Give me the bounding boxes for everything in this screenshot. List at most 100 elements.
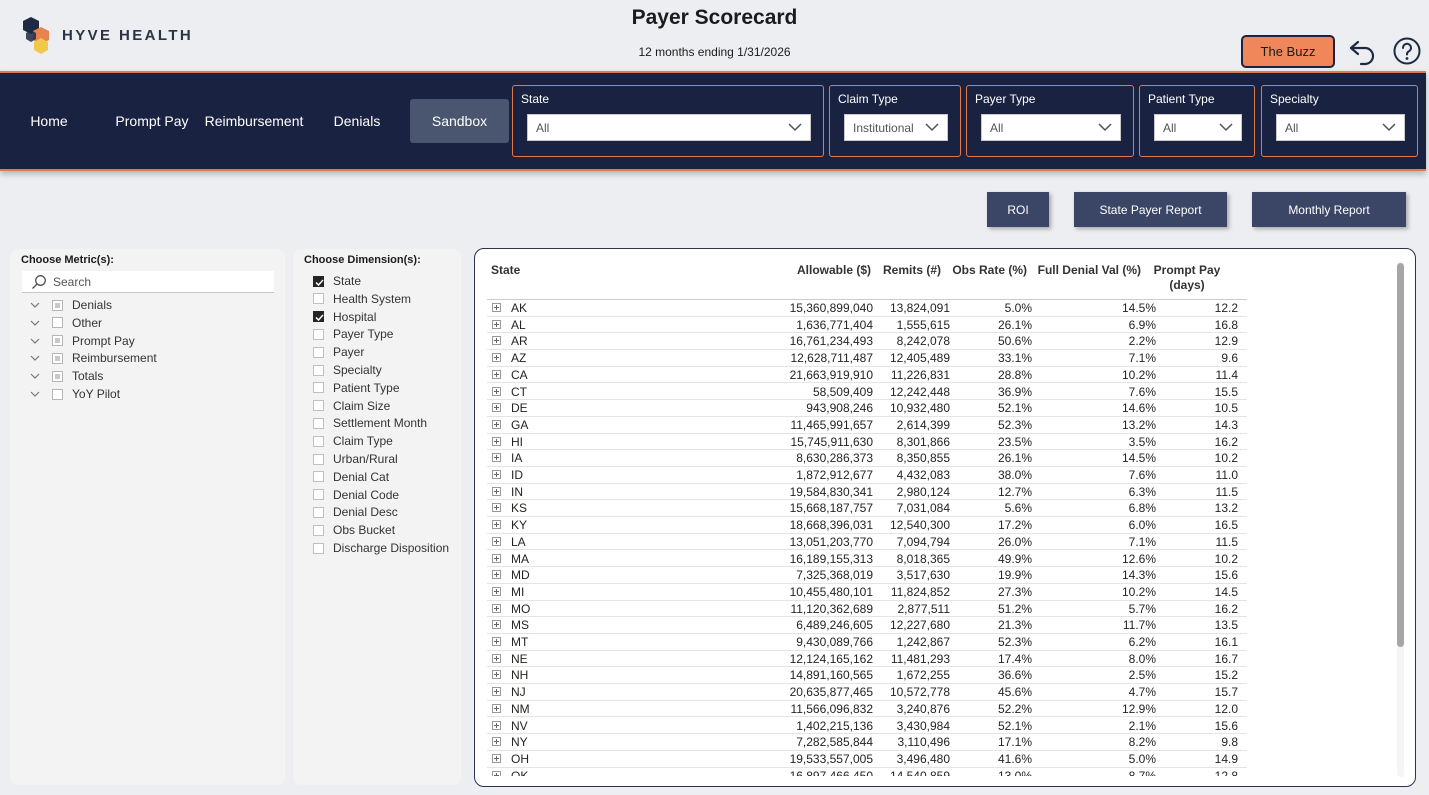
chevron-down-icon[interactable]	[30, 354, 40, 362]
expand-plus-icon[interactable]	[492, 419, 501, 429]
state-payer-report-button[interactable]: State Payer Report	[1074, 192, 1227, 227]
dimension-item[interactable]: Payer	[313, 344, 364, 360]
dimension-checkbox[interactable]	[313, 311, 324, 323]
dimension-item[interactable]: Health System	[313, 291, 411, 307]
expand-plus-icon[interactable]	[492, 319, 501, 329]
nav-sandbox[interactable]: Sandbox	[410, 99, 509, 143]
expand-plus-icon[interactable]	[492, 336, 501, 346]
nav-prompt-pay[interactable]: Prompt Pay	[115, 113, 189, 129]
state-dropdown[interactable]: All	[527, 114, 811, 141]
nav-denials[interactable]: Denials	[333, 113, 381, 129]
metric-checkbox[interactable]	[52, 370, 63, 382]
dimension-item[interactable]: State	[313, 273, 361, 289]
expand-plus-icon[interactable]	[492, 737, 501, 747]
payer-type-dropdown[interactable]: All	[981, 114, 1121, 141]
dimension-checkbox[interactable]	[313, 346, 324, 358]
expand-plus-icon[interactable]	[492, 586, 501, 596]
expand-plus-icon[interactable]	[492, 486, 501, 496]
expand-plus-icon[interactable]	[492, 453, 501, 463]
dimension-checkbox[interactable]	[313, 275, 324, 287]
help-icon[interactable]	[1392, 36, 1422, 66]
metric-search-input[interactable]: Search	[22, 271, 274, 293]
expand-plus-icon[interactable]	[492, 386, 501, 396]
dimension-checkbox[interactable]	[313, 328, 324, 340]
dimension-checkbox[interactable]	[313, 471, 324, 483]
dimension-item[interactable]: Patient Type	[313, 380, 400, 396]
dimension-checkbox[interactable]	[313, 417, 324, 429]
col-header-state[interactable]: State	[491, 263, 521, 277]
claim-type-dropdown[interactable]: Institutional	[844, 114, 948, 141]
dimension-checkbox[interactable]	[313, 524, 324, 536]
metric-item[interactable]: YoY Pilot	[30, 386, 120, 402]
expand-plus-icon[interactable]	[492, 670, 501, 680]
metric-item[interactable]: Other	[30, 315, 102, 331]
metric-checkbox[interactable]	[52, 352, 63, 364]
chevron-down-icon[interactable]	[30, 372, 40, 380]
dimension-item[interactable]: Settlement Month	[313, 415, 427, 431]
dimension-item[interactable]: Denial Desc	[313, 504, 398, 520]
dimension-checkbox[interactable]	[313, 293, 324, 305]
dimension-checkbox[interactable]	[313, 400, 324, 412]
specialty-dropdown[interactable]: All	[1276, 114, 1405, 141]
metric-item[interactable]: Totals	[30, 368, 103, 384]
expand-plus-icon[interactable]	[492, 403, 501, 413]
dimension-item[interactable]: Specialty	[313, 362, 382, 378]
col-header-remits[interactable]: Remits (#)	[882, 263, 941, 277]
chevron-down-icon[interactable]	[30, 301, 40, 309]
nav-home[interactable]: Home	[30, 113, 68, 129]
expand-plus-icon[interactable]	[492, 653, 501, 663]
expand-plus-icon[interactable]	[492, 703, 501, 713]
expand-plus-icon[interactable]	[492, 520, 501, 530]
dimension-item[interactable]: Payer Type	[313, 326, 393, 342]
scrollbar-thumb[interactable]	[1397, 263, 1404, 647]
expand-plus-icon[interactable]	[492, 620, 501, 630]
monthly-report-button[interactable]: Monthly Report	[1252, 192, 1406, 227]
col-header-obs-rate[interactable]: Obs Rate (%)	[952, 263, 1027, 277]
metric-checkbox[interactable]	[52, 388, 63, 400]
expand-plus-icon[interactable]	[492, 637, 501, 646]
dimension-checkbox[interactable]	[313, 489, 324, 501]
expand-plus-icon[interactable]	[492, 770, 501, 776]
metric-item[interactable]: Prompt Pay	[30, 333, 135, 349]
metric-item[interactable]: Reimbursement	[30, 350, 157, 366]
metric-checkbox[interactable]	[52, 335, 63, 347]
expand-plus-icon[interactable]	[492, 503, 501, 513]
chevron-down-icon[interactable]	[30, 390, 40, 398]
dimension-checkbox[interactable]	[313, 435, 324, 447]
back-arrow-icon[interactable]	[1347, 36, 1377, 66]
dimension-checkbox[interactable]	[313, 382, 324, 394]
expand-plus-icon[interactable]	[492, 570, 501, 580]
expand-plus-icon[interactable]	[492, 369, 501, 379]
expand-plus-icon[interactable]	[492, 353, 501, 363]
expand-plus-icon[interactable]	[492, 603, 501, 613]
nav-reimbursement[interactable]: Reimbursement	[204, 113, 304, 129]
expand-plus-icon[interactable]	[492, 303, 501, 312]
dimension-checkbox[interactable]	[313, 364, 324, 376]
dimension-item[interactable]: Claim Size	[313, 398, 390, 414]
dimension-checkbox[interactable]	[313, 453, 324, 465]
expand-plus-icon[interactable]	[492, 436, 501, 446]
dimension-item[interactable]: Obs Bucket	[313, 522, 395, 538]
patient-type-dropdown[interactable]: All	[1154, 114, 1242, 141]
col-header-prompt-pay[interactable]: Prompt Pay (days)	[1151, 263, 1223, 293]
metric-checkbox[interactable]	[52, 317, 63, 329]
col-header-allowable[interactable]: Allowable ($)	[796, 263, 871, 277]
chevron-down-icon[interactable]	[30, 337, 40, 345]
expand-plus-icon[interactable]	[492, 553, 501, 563]
metric-checkbox[interactable]	[52, 299, 63, 311]
dimension-item[interactable]: Denial Code	[313, 487, 399, 503]
expand-plus-icon[interactable]	[492, 536, 501, 546]
expand-plus-icon[interactable]	[492, 753, 501, 763]
dimension-item[interactable]: Discharge Disposition	[313, 540, 449, 556]
dimension-item[interactable]: Denial Cat	[313, 469, 389, 485]
metric-item[interactable]: Denials	[30, 297, 112, 313]
dimension-item[interactable]: Urban/Rural	[313, 451, 398, 467]
the-buzz-button[interactable]: The Buzz	[1241, 35, 1335, 68]
dimension-item[interactable]: Hospital	[313, 309, 376, 325]
chevron-down-icon[interactable]	[30, 319, 40, 327]
dimension-item[interactable]: Claim Type	[313, 433, 393, 449]
roi-button[interactable]: ROI	[987, 192, 1049, 227]
dimension-checkbox[interactable]	[313, 506, 324, 518]
expand-plus-icon[interactable]	[492, 687, 501, 697]
col-header-full-denial[interactable]: Full Denial Val (%)	[1037, 263, 1141, 277]
